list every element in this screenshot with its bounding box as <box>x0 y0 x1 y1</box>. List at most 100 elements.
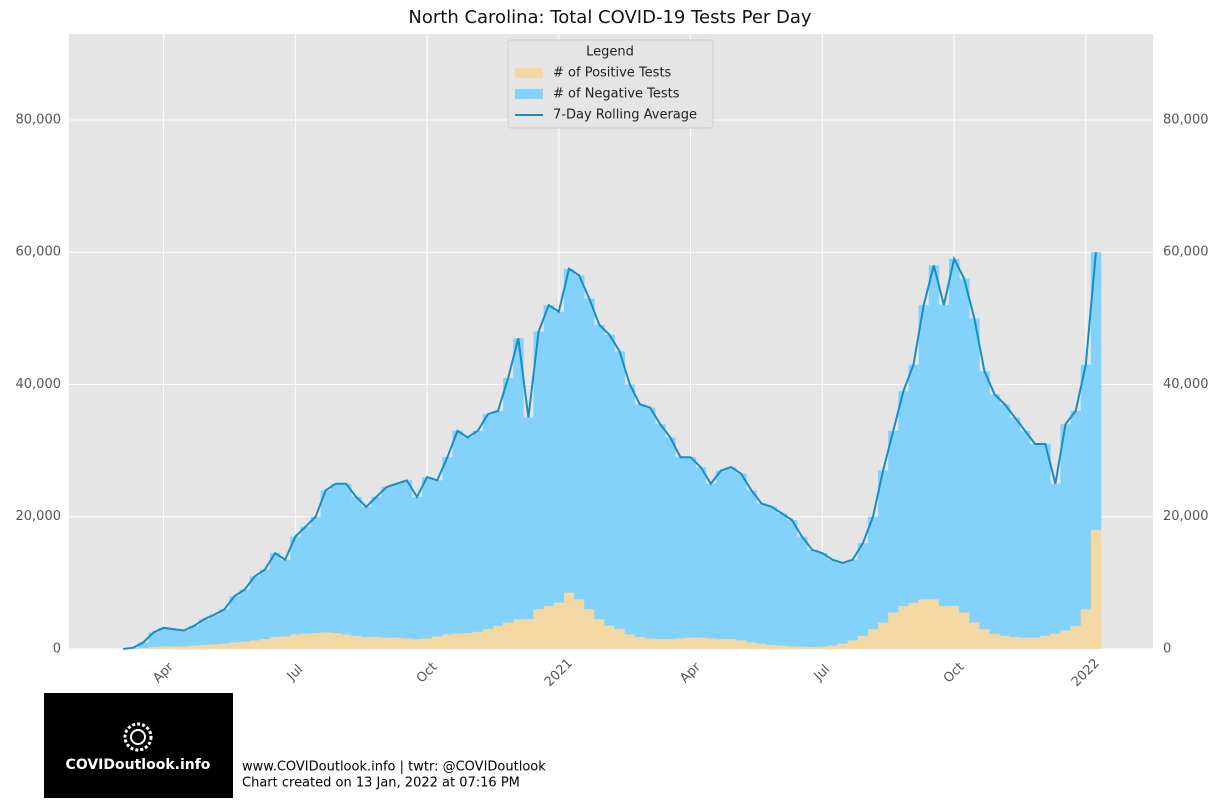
bar <box>361 507 371 637</box>
bar <box>686 457 696 638</box>
bar <box>868 629 878 649</box>
legend-swatch <box>515 89 543 99</box>
bar <box>1040 444 1050 636</box>
bar <box>554 312 564 603</box>
footer-text: Chart created on 13 Jan, 2022 at 07:16 P… <box>242 776 520 791</box>
bar <box>838 563 848 644</box>
bar <box>827 646 837 649</box>
bar <box>746 642 756 649</box>
bar <box>969 318 979 622</box>
bar <box>463 437 473 633</box>
x-tick-label: 2021 <box>542 656 576 690</box>
bar <box>706 638 716 649</box>
bar <box>990 394 1000 633</box>
bar <box>250 576 260 640</box>
y-tick-label: 60,000 <box>16 245 62 260</box>
bar <box>990 634 1000 649</box>
bar <box>159 628 169 647</box>
bar <box>321 632 331 649</box>
bar <box>138 648 148 649</box>
chart-title: North Carolina: Total COVID-19 Tests Per… <box>408 7 812 28</box>
bar <box>767 507 777 645</box>
bar <box>1040 636 1050 649</box>
bar <box>787 520 797 646</box>
bar <box>1010 418 1020 638</box>
bar <box>392 484 402 638</box>
legend-title: Legend <box>586 45 634 60</box>
bar <box>260 639 270 649</box>
bar <box>959 613 969 649</box>
bar <box>1030 638 1040 649</box>
bar <box>858 543 868 636</box>
bar <box>169 629 179 646</box>
legend: Legend # of Positive Tests# of Negative … <box>508 40 713 128</box>
bar <box>706 484 716 639</box>
bar <box>533 609 543 649</box>
bar <box>594 325 604 619</box>
bar <box>422 477 432 638</box>
bar <box>979 629 989 649</box>
bar <box>736 474 746 641</box>
y-tick-label: 0 <box>53 642 61 657</box>
bar <box>908 603 918 649</box>
bar <box>219 644 229 649</box>
bar <box>777 646 787 649</box>
bar <box>402 480 412 638</box>
y2-tick-label: 20,000 <box>1163 509 1209 524</box>
bar <box>341 484 351 635</box>
bar <box>594 619 604 649</box>
bar <box>311 633 321 649</box>
bar <box>199 645 209 649</box>
legend-label: # of Positive Tests <box>553 66 672 81</box>
bar <box>807 550 817 647</box>
bar <box>169 646 179 649</box>
bar <box>716 639 726 649</box>
bar <box>483 414 493 629</box>
y2-tick-label: 60,000 <box>1163 245 1209 260</box>
x-tick-label: Apr <box>677 659 704 686</box>
bar <box>270 637 280 649</box>
bar <box>868 517 878 629</box>
bar <box>513 619 523 649</box>
bar <box>645 638 655 649</box>
bar <box>179 646 189 649</box>
bar <box>797 537 807 647</box>
bar <box>929 265 939 599</box>
bar <box>199 619 209 645</box>
bar <box>604 626 614 649</box>
bar <box>817 553 827 647</box>
bar <box>503 623 513 649</box>
bar <box>726 639 736 649</box>
bar <box>625 384 635 634</box>
bar <box>523 619 533 649</box>
bar <box>726 467 736 639</box>
bar <box>574 599 584 649</box>
x-tick-label: Apr <box>150 659 177 686</box>
bar <box>675 457 685 638</box>
bar <box>635 404 645 637</box>
bar <box>240 589 250 641</box>
x-tick-label: 2022 <box>1069 656 1103 690</box>
bar <box>1050 634 1060 649</box>
bar <box>696 638 706 649</box>
y-tick-label: 20,000 <box>16 509 62 524</box>
bar <box>1091 530 1101 649</box>
bar <box>290 537 300 635</box>
bar <box>675 638 685 649</box>
bar <box>615 351 625 629</box>
bar <box>351 636 361 649</box>
bar <box>1081 609 1091 649</box>
bar <box>939 305 949 606</box>
bar <box>179 630 189 646</box>
bar <box>665 639 675 649</box>
x-tick-label: Oct <box>941 660 968 687</box>
bar <box>939 606 949 649</box>
bar <box>898 606 908 649</box>
bar <box>1060 424 1070 630</box>
bar <box>533 332 543 610</box>
bar <box>452 634 462 649</box>
bar <box>412 639 422 649</box>
bar <box>756 644 766 649</box>
bar <box>807 647 817 649</box>
bar <box>797 647 807 649</box>
